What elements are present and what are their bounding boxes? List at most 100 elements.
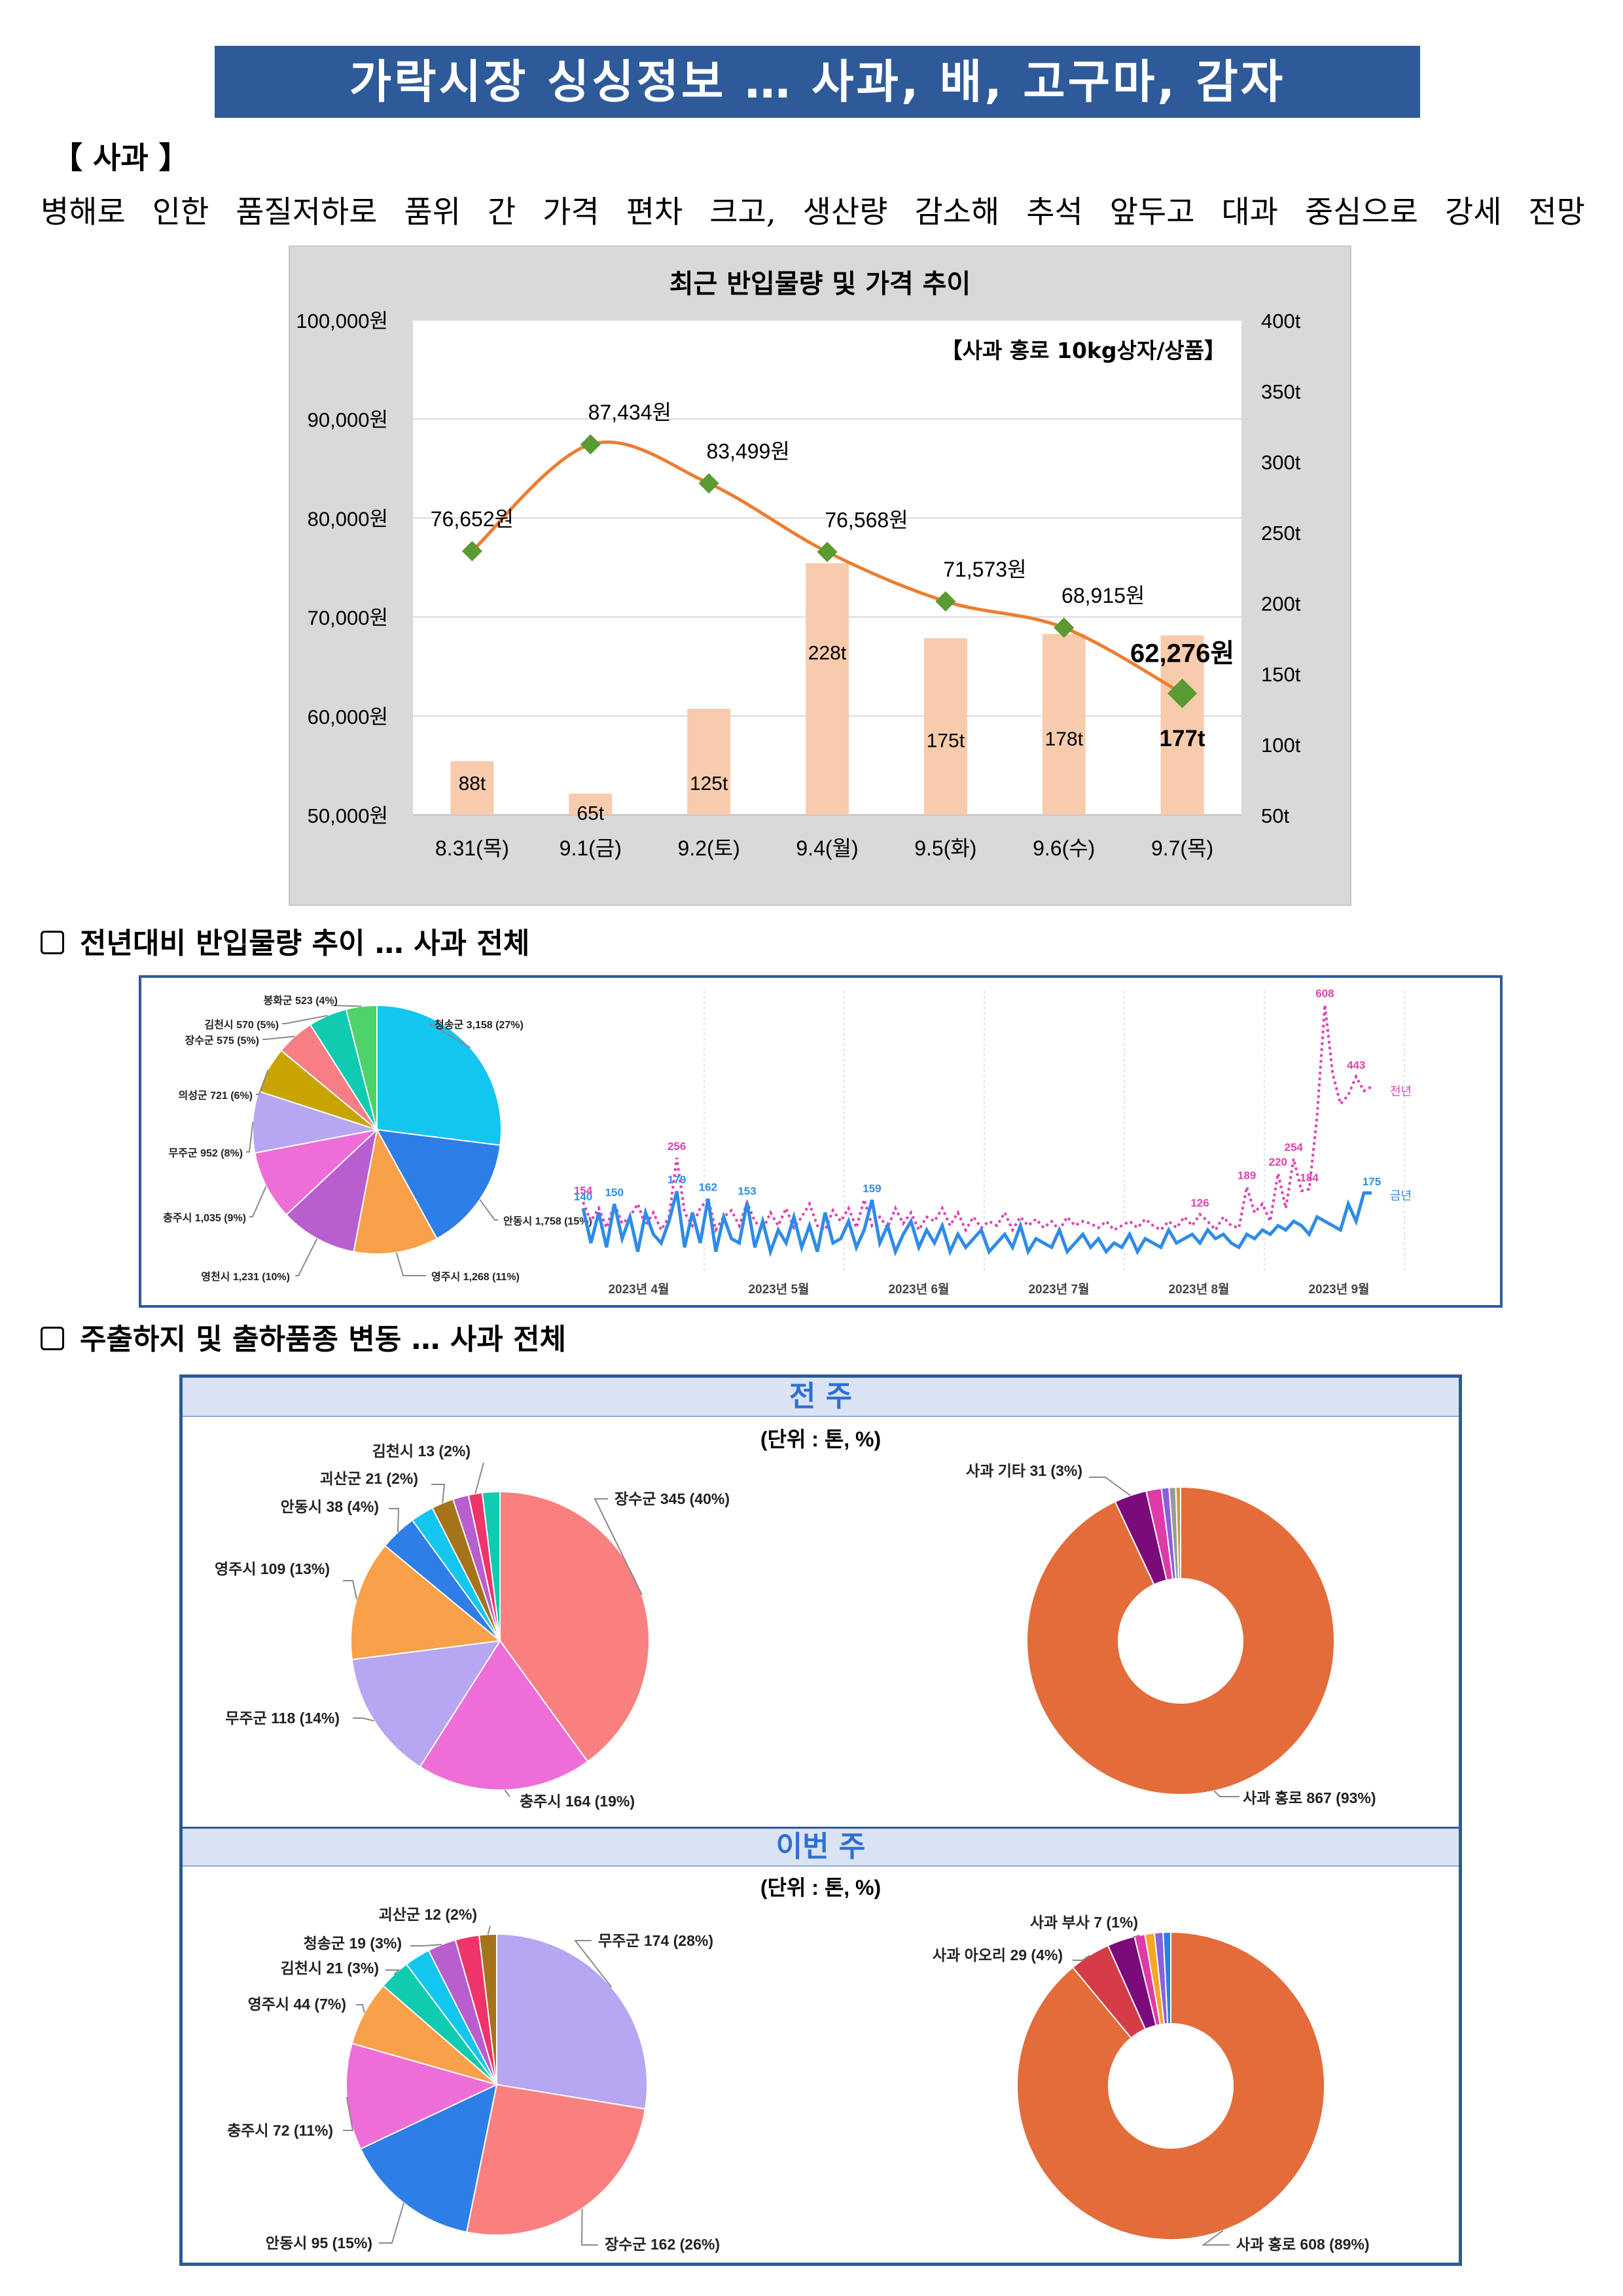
slice-label: 안동시 1,758 (15%) bbox=[503, 1215, 592, 1227]
leader-line bbox=[1089, 1477, 1131, 1496]
volume-label: 125t bbox=[690, 773, 728, 795]
x-tick-label: 9.6(수) bbox=[1033, 836, 1095, 860]
pie-slice bbox=[465, 2083, 647, 2236]
y-left-tick: 50,000원 bbox=[308, 804, 388, 827]
pie-slice bbox=[496, 1933, 648, 2110]
line-point-label: 443 bbox=[1347, 1059, 1365, 1071]
origin-variety-panel: 전 주 이번 주 (단위 : 톤, %) (단위 : 톤, %) 장수군 345 (… bbox=[179, 1374, 1462, 2266]
price-label: 87,434원 bbox=[588, 401, 671, 424]
section-title-apple: 【 사과 】 bbox=[52, 140, 189, 175]
pie-slice bbox=[345, 1004, 378, 1130]
line-point-label: 162 bbox=[699, 1181, 717, 1193]
slice-label: 사과 홍로 867 (93%) bbox=[1243, 1789, 1376, 1806]
slice-label: 괴산군 12 (2%) bbox=[379, 1906, 477, 1923]
pie-slice bbox=[478, 1933, 497, 2085]
heading-yearly-volume: 전년대비 반입물량 추이 … 사과 전체 bbox=[41, 920, 529, 961]
volume-bar bbox=[1042, 634, 1086, 815]
month-label: 2023년 7월 bbox=[1028, 1282, 1089, 1297]
donut-slice bbox=[1162, 1931, 1171, 2025]
x-tick-label: 8.31(목) bbox=[435, 836, 509, 860]
yearly-volume-panel: 청송군 3,158 (27%) 안동시 1,758 (15%) 영주시 1,268 … bbox=[139, 975, 1503, 1308]
week-label-prev: 전 주 bbox=[183, 1378, 1459, 1417]
slice-label: 봉화군 523 (4%) bbox=[263, 994, 338, 1007]
pie-slice bbox=[285, 1128, 378, 1253]
y-right-tick: 100t bbox=[1261, 734, 1301, 757]
slice-label: 사과 부사 7 (1%) bbox=[1030, 1914, 1138, 1931]
week-label-this: 이번 주 bbox=[183, 1827, 1459, 1867]
leader-line bbox=[353, 1717, 374, 1722]
slice-label: 충주시 1,035 (9%) bbox=[163, 1212, 246, 1224]
volume-label: 228t bbox=[808, 642, 847, 664]
pie-slice bbox=[359, 2083, 498, 2233]
checkbox-icon bbox=[41, 931, 64, 954]
y-right-tick: 50t bbox=[1261, 804, 1289, 827]
leader-line bbox=[474, 1462, 484, 1494]
x-tick-label: 9.1(금) bbox=[560, 836, 622, 860]
leader-line bbox=[580, 2208, 598, 2246]
line-point-label: 184 bbox=[1300, 1172, 1319, 1184]
price-label: 83,499원 bbox=[706, 439, 789, 463]
slice-label: 안동시 38 (4%) bbox=[281, 1498, 379, 1515]
price-marker bbox=[1167, 678, 1198, 709]
month-label: 2023년 8월 bbox=[1168, 1282, 1229, 1297]
leader-line bbox=[479, 1199, 498, 1221]
volume-bar bbox=[687, 709, 731, 815]
heading-origin-variety: 주출하지 및 출하품종 변동 … 사과 전체 bbox=[41, 1316, 566, 1357]
heading-yearly-volume-text: 전년대비 반입물량 추이 … 사과 전체 bbox=[80, 927, 530, 960]
line-point-label: 189 bbox=[1238, 1169, 1256, 1181]
leader-line bbox=[389, 1508, 400, 1532]
leader-line bbox=[594, 1498, 643, 1595]
pie-slice bbox=[376, 1128, 501, 1240]
leader-line bbox=[410, 1943, 442, 1946]
volume-bar bbox=[806, 563, 849, 815]
volume-bar bbox=[923, 638, 967, 815]
line-point-label: 256 bbox=[668, 1140, 686, 1153]
line-point-label: 220 bbox=[1269, 1156, 1287, 1168]
line-point-label: 179 bbox=[668, 1174, 686, 1186]
leader-line bbox=[295, 1238, 318, 1276]
leader-line bbox=[256, 1069, 269, 1095]
line-point-label: 159 bbox=[863, 1182, 881, 1194]
line-point-label: 175 bbox=[1363, 1175, 1381, 1188]
price-label: 62,276원 bbox=[1130, 639, 1234, 668]
leader-line bbox=[1073, 1954, 1090, 1961]
line-point-label: 254 bbox=[1285, 1141, 1304, 1153]
line-point-label: 126 bbox=[1190, 1196, 1209, 1209]
y-right-tick: 400t bbox=[1261, 310, 1301, 332]
month-label: 2023년 5월 bbox=[748, 1282, 809, 1297]
leader-line bbox=[330, 1005, 362, 1007]
pie-slice bbox=[481, 1490, 501, 1641]
y-right-tick: 350t bbox=[1261, 380, 1301, 403]
y-left-tick: 100,000원 bbox=[296, 310, 388, 332]
x-tick-label: 9.2(토) bbox=[678, 836, 740, 860]
origin-variety-charts: (단위 : 톤, %) (단위 : 톤, %) 장수군 345 (40%) 충주시 1… bbox=[215, 1427, 1376, 2253]
volume-label: 178t bbox=[1045, 728, 1084, 750]
volume-label: 88t bbox=[459, 773, 486, 795]
slice-label: 영주시 109 (13%) bbox=[215, 1560, 330, 1577]
slice-label: 괴산군 21 (2%) bbox=[320, 1470, 418, 1487]
month-label: 2023년 9월 bbox=[1308, 1282, 1369, 1297]
volume-bar bbox=[569, 793, 613, 815]
slice-label: 청송군 3,158 (27%) bbox=[435, 1018, 524, 1031]
leader-line bbox=[504, 1789, 510, 1797]
price-label: 76,568원 bbox=[825, 508, 908, 531]
y-right-tick: 250t bbox=[1261, 522, 1301, 545]
slice-label: 장수군 575 (5%) bbox=[185, 1035, 259, 1047]
unit-label-this: (단위 : 톤, %) bbox=[760, 1876, 881, 1899]
month-label: 2023년 6월 bbox=[888, 1282, 949, 1297]
slice-label: 의성군 721 (6%) bbox=[178, 1090, 253, 1102]
donut-slice bbox=[1175, 1486, 1181, 1580]
slice-label: 청송군 19 (3%) bbox=[304, 1935, 402, 1952]
y-right-tick: 150t bbox=[1261, 663, 1301, 686]
slice-label: 장수군 345 (40%) bbox=[615, 1490, 730, 1507]
leader-line bbox=[379, 2202, 404, 2244]
y-right-tick: 200t bbox=[1261, 592, 1301, 615]
y-right-tick: 300t bbox=[1261, 451, 1301, 474]
leader-line bbox=[343, 1580, 358, 1600]
leader-line bbox=[262, 1035, 295, 1040]
price-marker bbox=[461, 541, 482, 562]
volume-label: 177t bbox=[1160, 726, 1205, 751]
line-point-label: 150 bbox=[605, 1186, 624, 1198]
pie-slice bbox=[350, 1545, 502, 1660]
volume-bar bbox=[1160, 635, 1204, 815]
